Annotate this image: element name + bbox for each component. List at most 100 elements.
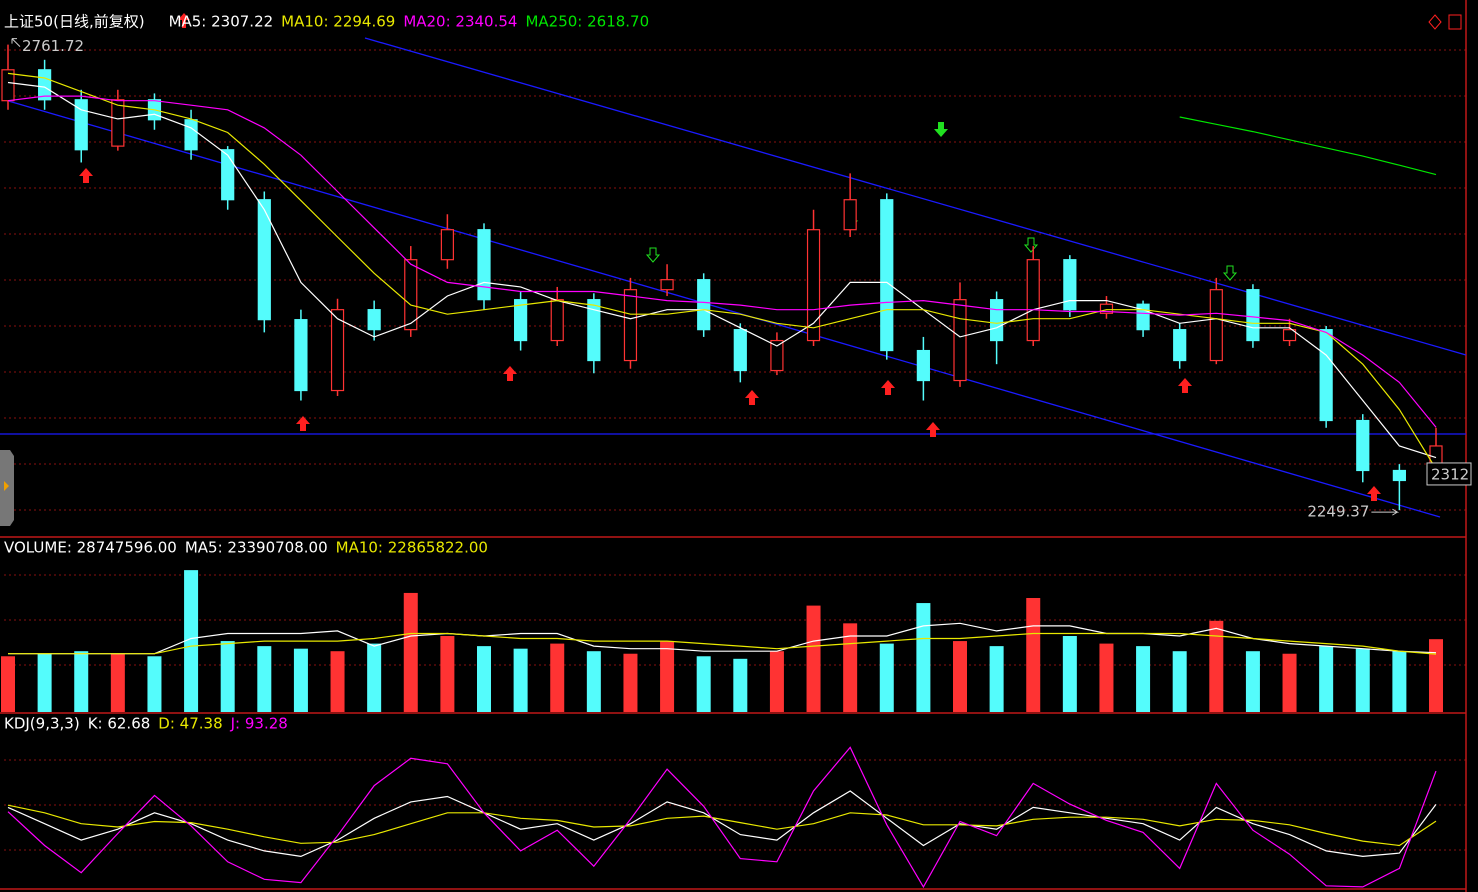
volume-bar <box>733 658 748 712</box>
legend-label: MA10: 22865822.00 <box>336 539 488 557</box>
low-arrow <box>1371 508 1400 516</box>
volume-bar <box>147 656 162 712</box>
volume-bar <box>440 636 455 712</box>
indicator-line <box>7 746 1437 889</box>
high-label: 2761.72 <box>22 37 84 55</box>
volume-bar <box>513 648 528 712</box>
volume-bar <box>953 641 967 712</box>
volume-bar <box>550 643 565 712</box>
candle-body <box>770 339 784 372</box>
volume-bar <box>916 603 931 712</box>
candle-body <box>477 229 491 301</box>
legend-label: MA5: 23390708.00 <box>185 539 328 557</box>
signal-arrows <box>79 122 1381 501</box>
candle-body <box>733 329 747 372</box>
candle-body <box>880 199 894 352</box>
side-tab-arrow <box>4 481 9 491</box>
volume-bar <box>696 656 711 712</box>
low-label: 2249.37 <box>1307 503 1369 521</box>
legend-label: D: 47.38 <box>158 715 222 733</box>
legend-label: 上证50(日线,前复权) <box>4 13 145 31</box>
settings-icon[interactable] <box>1428 14 1442 30</box>
volume-bar <box>1245 651 1260 712</box>
candle-body <box>367 309 381 331</box>
candle-body <box>1392 469 1406 482</box>
candle-body <box>1282 329 1297 342</box>
candle-body <box>514 299 528 342</box>
candle-body <box>74 99 88 151</box>
legend-label: J: 93.28 <box>230 715 288 733</box>
volume-bar <box>1172 651 1187 712</box>
trend-lines <box>0 37 1467 518</box>
volume-bar <box>843 623 858 712</box>
candle-body <box>1026 259 1040 342</box>
candle-body <box>257 199 271 321</box>
candle-body <box>1063 259 1077 311</box>
volume-bar <box>1209 620 1224 712</box>
volume-bar <box>1099 643 1114 712</box>
legend-label: MA10: 2294.69 <box>281 13 395 31</box>
candle-body <box>1173 329 1187 362</box>
candle-body <box>38 69 52 101</box>
volume-bar <box>1282 653 1297 712</box>
volume-bar <box>1136 646 1151 712</box>
indicator-line <box>7 81 1437 459</box>
candle-body <box>294 319 308 392</box>
candle-body <box>806 229 821 342</box>
candle-body <box>660 279 674 291</box>
candle-body <box>221 149 235 201</box>
legend-label: VOLUME: 28747596.00 <box>4 539 177 557</box>
candle-body <box>1356 419 1370 472</box>
volume-bar <box>257 646 272 712</box>
volume-bar <box>806 605 821 712</box>
candle-body <box>990 299 1004 342</box>
volume-bar <box>403 592 418 712</box>
legend-label: MA5: 2307.22 <box>169 13 274 31</box>
candle-body <box>953 299 967 382</box>
indicator-line <box>7 72 1437 470</box>
volume-bar <box>37 653 52 712</box>
candle-body <box>587 299 601 362</box>
volume-bar <box>220 641 235 712</box>
candle-body <box>1209 289 1223 362</box>
volume-bar <box>74 651 89 712</box>
volume-bar <box>293 648 308 712</box>
last-price-box <box>1426 462 1472 486</box>
candle-body <box>184 119 198 151</box>
indicator-line <box>1179 116 1437 176</box>
candle-body <box>440 229 454 261</box>
legend-label: MA250: 2618.70 <box>525 13 649 31</box>
candle-body <box>111 99 125 147</box>
volume-bar <box>660 641 675 712</box>
legend-arrow <box>178 13 190 28</box>
candle-body <box>404 259 418 331</box>
volume-bar <box>477 646 491 712</box>
volume-bar <box>110 653 125 712</box>
candle-body <box>1246 289 1260 342</box>
candle-body <box>843 199 857 231</box>
indicator-line <box>7 95 1437 428</box>
indicator-line <box>7 804 1437 847</box>
high-arrow <box>11 38 21 47</box>
indicator-line <box>8 632 1437 655</box>
candle-body <box>1319 329 1333 422</box>
volume-bar <box>586 651 601 712</box>
candle-body <box>1136 303 1150 331</box>
volume-bar <box>879 643 894 712</box>
volume-bar <box>1 656 15 712</box>
legend-label: K: 62.68 <box>88 715 151 733</box>
volume-bar <box>367 643 382 712</box>
volume-bar <box>1319 646 1334 712</box>
candle-body <box>1099 303 1114 314</box>
volume-bar <box>623 653 638 712</box>
window-icon[interactable] <box>1448 14 1462 30</box>
candle-body <box>623 289 638 362</box>
volume-bar <box>1355 648 1370 712</box>
candle-body <box>697 279 711 331</box>
volume-bar <box>330 651 345 712</box>
legend-label: MA20: 2340.54 <box>403 13 517 31</box>
indicator-line <box>7 790 1437 858</box>
volume-bar <box>1429 639 1443 712</box>
